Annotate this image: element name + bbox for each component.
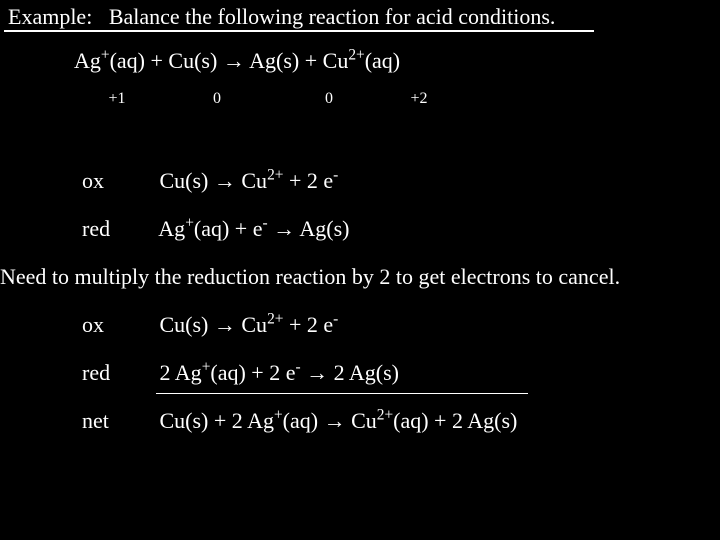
oxnum-ag: 0 [300, 90, 358, 108]
reactant-ag-state: (aq) [110, 48, 145, 73]
product-cu: Cu [323, 48, 349, 73]
oxidation-states-row: +1 0 0 +2 [74, 90, 448, 108]
red-half-2: red 2 Ag+(aq) + 2 e- → 2 Ag(s) [82, 360, 399, 386]
red-eq-b: (aq) + e [194, 216, 263, 241]
net-eq-c: (aq) + 2 Ag(s) [393, 408, 517, 433]
title-underline [4, 30, 594, 32]
reactant-ag-charge: + [101, 47, 110, 64]
ox-eq-sup2: - [333, 167, 338, 184]
oxnum-cu2plus: +2 [390, 90, 448, 108]
red-label-2: red [82, 360, 154, 386]
net-eq-a: Cu(s) + 2 Ag [160, 408, 274, 433]
arrow: → [217, 48, 249, 73]
ox-half-2: ox Cu(s) → Cu2+ + 2 e- [82, 312, 338, 338]
product-ag: Ag(s) [249, 48, 299, 73]
reactant-cu: Cu(s) [168, 48, 217, 73]
ox-eq-sup: 2+ [267, 167, 283, 184]
net-eq-sup1: + [274, 407, 283, 424]
ox2-eq-sup2: - [333, 311, 338, 328]
net-eq-sup2: 2+ [377, 407, 393, 424]
ox-eq-a: Cu(s) → Cu [160, 168, 268, 193]
product-cu-charge: 2+ [348, 47, 364, 64]
ox-label: ox [82, 168, 154, 194]
red2-eq-b: (aq) + 2 e [210, 360, 295, 385]
net-label: net [82, 408, 154, 434]
net-eq-b: (aq) → Cu [283, 408, 377, 433]
plus-1: + [145, 48, 168, 73]
product-cu-state: (aq) [365, 48, 400, 73]
net-divider [156, 393, 528, 394]
title-text [98, 4, 109, 29]
ox-label-2: ox [82, 312, 154, 338]
main-reaction: Ag+(aq) + Cu(s) → Ag(s) + Cu2+(aq) [74, 48, 400, 74]
red-eq-a: Ag [158, 216, 185, 241]
red2-eq-c: → 2 Ag(s) [301, 360, 399, 385]
red-eq-c: → Ag(s) [268, 216, 350, 241]
ox2-eq-a: Cu(s) → Cu [160, 312, 268, 337]
title-body: Balance the following reaction for acid … [109, 4, 556, 29]
plus-2: + [299, 48, 322, 73]
red-eq-sup1: + [185, 215, 194, 232]
ox-half-1: ox Cu(s) → Cu2+ + 2 e- [82, 168, 338, 194]
oxnum-cu: 0 [188, 90, 246, 108]
ox-eq-b: + 2 e [283, 168, 333, 193]
red2-eq-a: 2 Ag [160, 360, 202, 385]
oxnum-ag-plus: +1 [88, 90, 146, 108]
ox2-eq-sup: 2+ [267, 311, 283, 328]
red-half-1: red Ag+(aq) + e- → Ag(s) [82, 216, 350, 242]
net-reaction: net Cu(s) + 2 Ag+(aq) → Cu2+(aq) + 2 Ag(… [82, 408, 517, 434]
multiply-note: Need to multiply the reduction reaction … [0, 264, 620, 290]
red-label: red [82, 216, 154, 242]
ox2-eq-b: + 2 e [283, 312, 333, 337]
example-label: Example: [8, 4, 92, 29]
reactant-ag: Ag [74, 48, 101, 73]
